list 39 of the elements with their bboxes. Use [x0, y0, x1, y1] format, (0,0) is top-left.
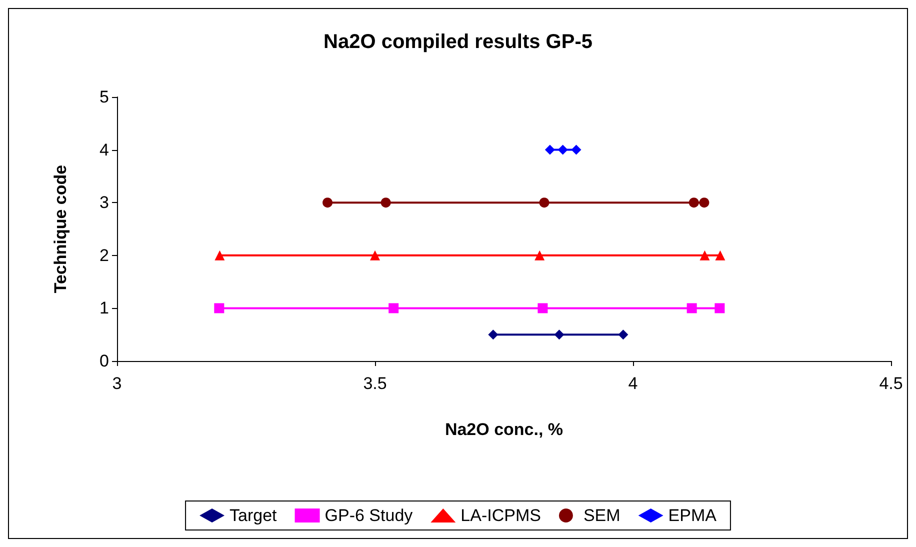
legend-label: LA-ICPMS [460, 506, 541, 525]
legend-label: SEM [583, 506, 620, 525]
point [380, 198, 391, 208]
point [534, 250, 545, 260]
y-tick-label: 3 [100, 193, 109, 212]
y-tick-label: 4 [100, 140, 109, 160]
point [388, 303, 399, 314]
point [554, 330, 564, 340]
point [699, 198, 710, 208]
point [688, 198, 699, 208]
legend-label: EPMA [668, 506, 718, 525]
legend-label: GP-6 Study [324, 506, 414, 525]
point [488, 330, 498, 340]
x-tick-label: 4 [628, 374, 638, 393]
point [214, 250, 225, 260]
y-tick-label: 1 [100, 298, 109, 318]
point [700, 250, 710, 260]
x-axis-title: Na2O conc., % [444, 420, 564, 439]
legend-label: Target [230, 506, 278, 525]
point [538, 303, 548, 314]
y-tick-label: 0 [100, 352, 109, 370]
point [544, 144, 555, 155]
point [686, 303, 697, 314]
point [322, 198, 333, 208]
x-tick-label: 3.5 [363, 374, 387, 393]
point [214, 303, 224, 314]
point [571, 144, 582, 155]
y-tick-label: 2 [100, 246, 109, 265]
point [714, 303, 725, 314]
point [715, 250, 726, 260]
x-tick-label: 3 [112, 374, 122, 393]
chart-title: Na2O compiled results GP-5 [324, 31, 592, 53]
x-tick-label: 4.5 [879, 374, 903, 393]
point [370, 250, 380, 260]
y-tick-label: 5 [100, 88, 109, 106]
point [558, 144, 568, 155]
y-axis-title: Technique code [51, 164, 70, 294]
point [539, 198, 550, 208]
point [618, 330, 628, 340]
